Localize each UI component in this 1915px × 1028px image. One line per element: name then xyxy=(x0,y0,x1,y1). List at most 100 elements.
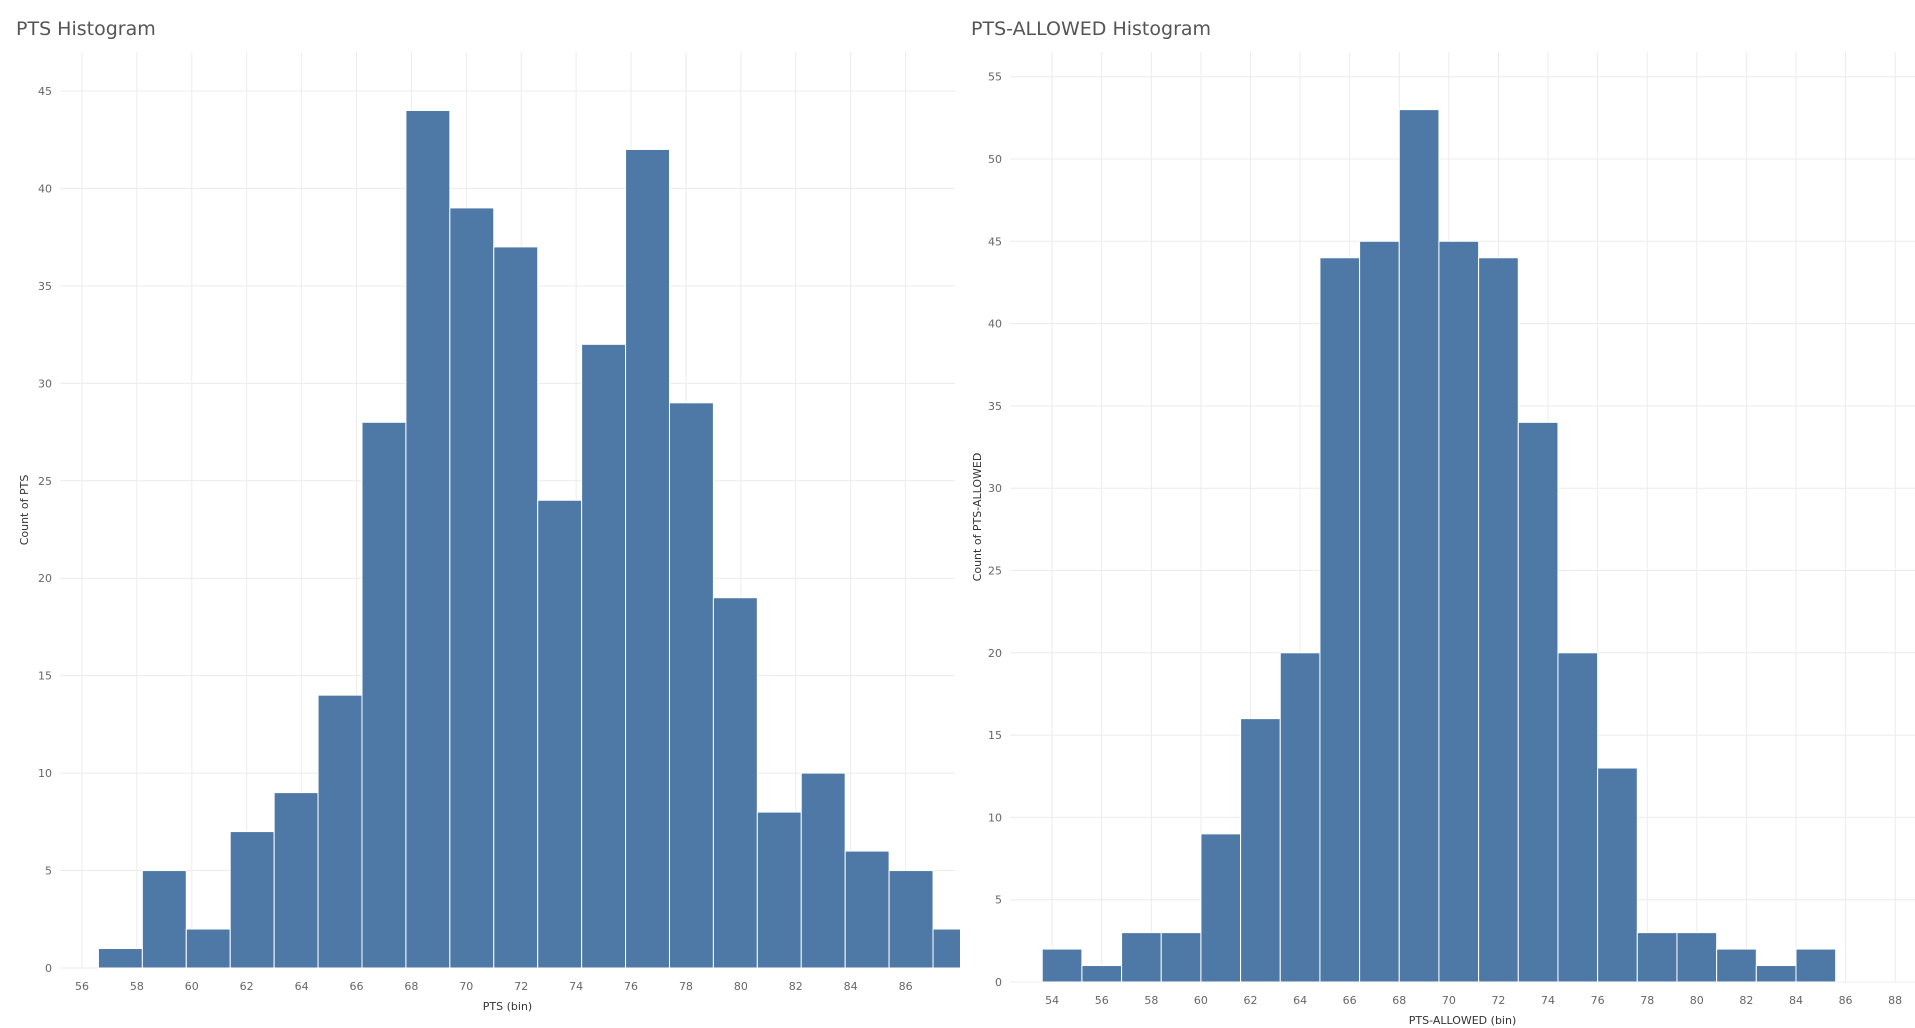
histogram-bar xyxy=(1160,932,1202,983)
y-tick-label: 50 xyxy=(988,153,1002,166)
x-tick-label: 68 xyxy=(1392,994,1406,1007)
y-tick-label: 30 xyxy=(988,482,1002,495)
x-tick-label: 64 xyxy=(295,980,309,993)
x-axis-label: PTS-ALLOWED (bin) xyxy=(1409,1014,1517,1027)
x-tick-label: 70 xyxy=(459,980,473,993)
histogram-bar xyxy=(1478,257,1519,983)
y-tick-label: 20 xyxy=(988,647,1002,660)
x-tick-label: 82 xyxy=(1739,994,1753,1007)
histogram-bar xyxy=(668,402,714,969)
x-tick-label: 62 xyxy=(1244,994,1258,1007)
y-tick-label: 35 xyxy=(988,400,1002,413)
histogram-bar xyxy=(97,948,143,969)
histogram-bar xyxy=(1121,932,1162,983)
x-tick-label: 74 xyxy=(1541,994,1555,1007)
x-axis-label: PTS (bin) xyxy=(483,1000,532,1013)
histogram-bar xyxy=(229,831,275,969)
x-tick-label: 56 xyxy=(1095,994,1109,1007)
y-axis-label: Count of PTS xyxy=(18,475,31,546)
bars xyxy=(1041,109,1837,983)
x-tick-label: 82 xyxy=(789,980,803,993)
histogram-bar xyxy=(800,772,846,969)
y-tick-label: 40 xyxy=(38,182,52,195)
x-tick-label: 74 xyxy=(569,980,583,993)
y-tick-label: 45 xyxy=(988,235,1002,248)
bars xyxy=(97,109,960,969)
histogram-bar xyxy=(1359,240,1400,983)
histogram-bar xyxy=(844,850,890,969)
histogram-bar xyxy=(1319,257,1361,983)
histogram-bar xyxy=(1398,109,1440,983)
x-tick-label: 78 xyxy=(1640,994,1654,1007)
y-tick-label: 10 xyxy=(38,767,52,780)
pts-histogram-chart: 0 5 10 15 20 25 30 35 40 45 56 58 60 62 64 66 68 70 72 74 76… xyxy=(18,52,960,1013)
x-tick-label: 76 xyxy=(624,980,638,993)
x-tick-label: 68 xyxy=(404,980,418,993)
y-tick-label: 0 xyxy=(45,962,52,975)
histogram-bar xyxy=(1755,965,1797,983)
histogram-bar xyxy=(405,109,451,969)
histogram-bar xyxy=(1240,718,1281,983)
y-tick-label: 25 xyxy=(988,564,1002,577)
histogram-bar xyxy=(625,148,670,969)
x-tick-label: 56 xyxy=(75,980,89,993)
histogram-bar xyxy=(273,792,319,969)
x-tick-label: 88 xyxy=(1888,994,1902,1007)
x-tick-label: 84 xyxy=(844,980,858,993)
histogram-bar xyxy=(1200,833,1242,983)
x-tick-label: 54 xyxy=(1045,994,1059,1007)
x-tick-label: 78 xyxy=(679,980,693,993)
y-tick-label: 5 xyxy=(995,894,1002,907)
y-tick-label: 15 xyxy=(38,670,52,683)
histogram-bar xyxy=(581,343,627,969)
histogram-bar xyxy=(493,246,539,969)
x-tick-label: 86 xyxy=(899,980,913,993)
pts-allowed-histogram-chart: 0 5 10 15 20 25 30 35 40 45 50 55 54 56 58 60 62 64 66 68 70… xyxy=(971,52,1915,1027)
histogram-bar xyxy=(888,870,934,969)
x-tick-label: 72 xyxy=(1491,994,1505,1007)
x-tick-label: 84 xyxy=(1789,994,1803,1007)
y-tick-label: 20 xyxy=(38,572,52,585)
histogram-bar xyxy=(756,811,802,969)
histogram-bar xyxy=(537,499,583,969)
histogram-bar xyxy=(185,928,231,969)
histogram-bar xyxy=(1438,240,1480,983)
y-tick-label: 55 xyxy=(988,71,1002,84)
x-tick-label: 66 xyxy=(1343,994,1357,1007)
pts-histogram-panel: PTS Histogram 0 5 10 15 20 25 30 35 40 45 56 58 60 62… xyxy=(16,18,960,1013)
histogram-bar xyxy=(317,694,363,969)
x-tick-label: 76 xyxy=(1591,994,1605,1007)
y-tick-label: 25 xyxy=(38,475,52,488)
histogram-bar xyxy=(1795,948,1837,983)
x-tick-label: 58 xyxy=(130,980,144,993)
pts-allowed-histogram-title: PTS-ALLOWED Histogram xyxy=(971,18,1212,40)
histogram-bar xyxy=(1597,767,1638,983)
y-tick-label: 10 xyxy=(988,811,1002,824)
y-tick-label: 45 xyxy=(38,85,52,98)
x-tick-label: 80 xyxy=(734,980,748,993)
y-tick-label: 15 xyxy=(988,729,1002,742)
y-tick-label: 5 xyxy=(45,865,52,878)
x-tick-label: 58 xyxy=(1144,994,1158,1007)
x-tick-label: 64 xyxy=(1293,994,1307,1007)
x-tick-label: 60 xyxy=(1194,994,1208,1007)
histogram-bar xyxy=(1716,948,1757,983)
y-axis-label: Count of PTS-ALLOWED xyxy=(971,453,984,582)
x-tick-label: 66 xyxy=(350,980,364,993)
histogram-bar xyxy=(932,928,960,969)
histogram-bar xyxy=(1081,965,1123,983)
histogram-bar xyxy=(1676,932,1718,983)
histogram-bar xyxy=(1517,421,1559,983)
histogram-bar xyxy=(1557,652,1599,983)
pts-allowed-histogram-panel: PTS-ALLOWED Histogram 0 5 10 15 20 25 30 35 40 45… xyxy=(955,0,1915,1028)
x-tick-label: 86 xyxy=(1839,994,1853,1007)
histogram-bar xyxy=(449,207,495,969)
histogram-bar xyxy=(712,597,758,969)
pts-histogram-title: PTS Histogram xyxy=(16,18,156,40)
histogram-bar xyxy=(1636,932,1678,983)
y-tick-label: 40 xyxy=(988,318,1002,331)
x-tick-label: 70 xyxy=(1442,994,1456,1007)
x-tick-label: 80 xyxy=(1690,994,1704,1007)
histogram-bar xyxy=(1279,652,1321,983)
histogram-bar xyxy=(361,421,407,969)
